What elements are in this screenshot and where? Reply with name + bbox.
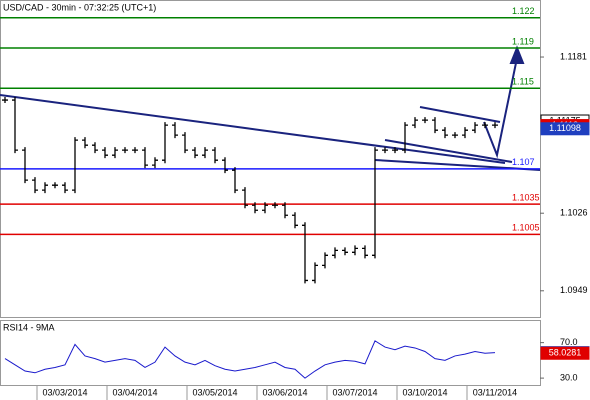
price-bar xyxy=(82,137,88,149)
price-bar xyxy=(212,147,218,164)
price-bar xyxy=(342,247,348,256)
price-bar xyxy=(42,182,48,194)
y-tick-label: 1.1026 xyxy=(560,208,588,218)
price-bar xyxy=(312,262,318,284)
price-bar xyxy=(182,132,188,154)
price-bar xyxy=(412,117,418,129)
y-tick-label: 70.0 xyxy=(560,337,578,347)
price-bar xyxy=(72,137,78,194)
price-bar xyxy=(282,202,288,219)
price-bar xyxy=(492,122,498,129)
price-bar xyxy=(332,247,338,259)
trend-line xyxy=(0,94,506,164)
rsi-line xyxy=(4,340,496,379)
price-bar xyxy=(32,177,38,194)
trend-line xyxy=(384,139,513,163)
x-tick-label: 03/11/2014 xyxy=(473,387,517,397)
level-label: 1.107 xyxy=(512,157,535,167)
price-bar xyxy=(352,245,358,256)
price-bar xyxy=(392,147,398,154)
price-bar xyxy=(402,122,408,154)
price-bar xyxy=(222,157,228,174)
price-bar xyxy=(62,182,68,194)
price-bar xyxy=(192,147,198,159)
price-bar xyxy=(292,212,298,229)
price-bar xyxy=(52,182,58,189)
price-bar xyxy=(22,147,28,184)
price-bar xyxy=(172,122,178,139)
price-bar xyxy=(302,222,308,284)
price-bar xyxy=(262,202,268,214)
x-tick-label: 03/03/2014 xyxy=(42,387,87,397)
price-bar xyxy=(12,97,18,154)
price-bar xyxy=(102,147,108,159)
price-bar xyxy=(202,147,208,159)
level-label: 1.115 xyxy=(512,77,534,87)
price-marker-label: 1.11098 xyxy=(549,123,581,133)
price-bar xyxy=(422,117,428,124)
price-bar xyxy=(272,202,278,209)
y-tick-label: 1.0949 xyxy=(560,285,588,295)
price-panel xyxy=(0,0,541,318)
x-tick-label: 03/07/2014 xyxy=(332,387,377,397)
price-bar xyxy=(92,142,98,154)
price-bar xyxy=(472,122,478,134)
trend-line xyxy=(419,106,501,123)
price-bar xyxy=(142,147,148,169)
price-bar xyxy=(322,252,328,269)
price-bar xyxy=(382,147,388,154)
level-label: 1.119 xyxy=(512,36,534,46)
price-bar xyxy=(132,147,138,154)
price-bar xyxy=(452,132,458,139)
level-label: 1.1005 xyxy=(512,223,540,233)
x-tick-label: 03/04/2014 xyxy=(112,387,157,397)
x-tick-label: 03/05/2014 xyxy=(192,387,237,397)
price-bar xyxy=(442,127,448,139)
price-bar xyxy=(2,97,8,104)
level-label: 1.122 xyxy=(512,6,535,16)
price-bar xyxy=(112,147,118,159)
price-bar xyxy=(152,157,158,169)
price-bar xyxy=(242,187,248,209)
level-label: 1.1035 xyxy=(512,193,540,203)
price-bar xyxy=(482,122,488,129)
rsi-title: RSI14 - 9MA xyxy=(3,322,55,332)
price-bar xyxy=(162,122,168,164)
arrow-head xyxy=(509,45,525,64)
price-bar xyxy=(232,167,238,194)
price-bar xyxy=(372,147,378,259)
price-bar xyxy=(362,245,368,259)
chart-title: USD/CAD - 30min - 07:32:25 (UTC+1) xyxy=(3,2,156,12)
x-tick-label: 03/06/2014 xyxy=(262,387,307,397)
price-bar xyxy=(122,147,128,154)
price-marker xyxy=(540,122,590,136)
price-bar xyxy=(252,202,258,214)
price-bar xyxy=(432,117,438,134)
arrow xyxy=(483,57,518,159)
y-tick-label: 30.0 xyxy=(560,372,578,382)
price-marker-label: 58.0281 xyxy=(549,348,582,358)
y-tick-label: 1.1181 xyxy=(560,51,587,61)
price-bar xyxy=(462,127,468,139)
x-tick-label: 03/10/2014 xyxy=(402,387,447,397)
price-marker xyxy=(540,346,590,360)
